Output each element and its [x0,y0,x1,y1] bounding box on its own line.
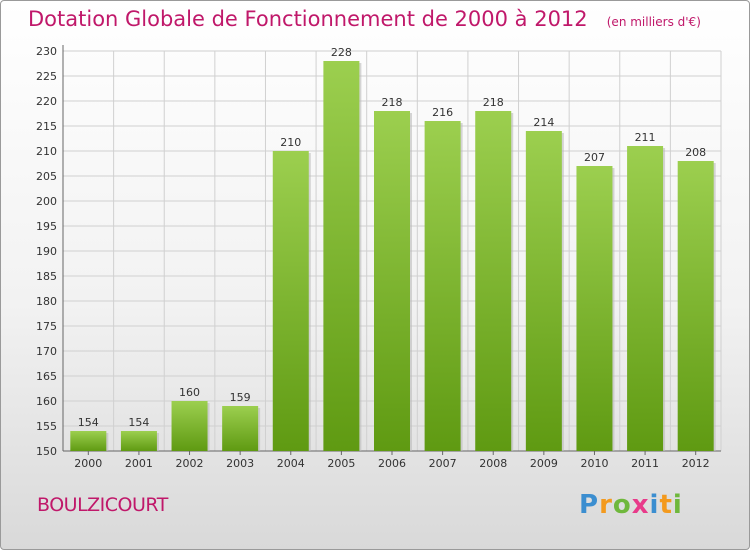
value-label: 216 [432,106,453,119]
value-label: 160 [179,386,200,399]
bar-2010 [576,166,613,451]
x-tick-label: 2004 [277,457,305,470]
value-label: 159 [230,391,251,404]
x-tick-label: 2008 [479,457,507,470]
bar-2011 [627,146,664,451]
x-tick-label: 2012 [682,457,710,470]
chart-subtitle: (en milliers d'€) [606,15,701,29]
y-tick-label: 160 [36,395,57,408]
x-tick-label: 2000 [74,457,102,470]
value-label: 228 [331,46,352,59]
x-tick-label: 2009 [530,457,558,470]
y-tick-label: 155 [36,420,57,433]
bar-2003 [222,406,259,451]
y-tick-label: 230 [36,45,57,58]
value-label: 154 [128,416,149,429]
y-tick-label: 190 [36,245,57,258]
value-label: 218 [382,96,403,109]
value-label: 214 [533,116,554,129]
x-tick-label: 2002 [176,457,204,470]
y-tick-label: 195 [36,220,57,233]
bar-2008 [475,111,512,451]
bar-2002 [171,401,208,451]
bar-2006 [374,111,410,451]
bar-2004 [272,151,309,451]
y-tick-label: 205 [36,170,57,183]
y-tick-label: 185 [36,270,57,283]
bar-2012 [677,161,714,451]
x-tick-label: 2007 [429,457,457,470]
y-tick-label: 210 [36,145,57,158]
x-tick-label: 2010 [580,457,608,470]
proxiti-logo[interactable]: Proxiti [579,490,683,520]
bar-2005 [323,61,360,451]
x-tick-label: 2003 [226,457,254,470]
y-tick-label: 200 [36,195,57,208]
value-label: 154 [78,416,99,429]
y-tick-label: 175 [36,320,57,333]
bar-2007 [424,121,461,451]
bar-2001 [120,431,157,451]
labels: 150 155 160 165 170 175 180 185 190 195 200 205 210 2… [36,45,710,470]
value-label: 218 [483,96,504,109]
y-tick-label: 165 [36,370,57,383]
y-tick-label: 220 [36,95,57,108]
y-tick-label: 215 [36,120,57,133]
x-tick-label: 2001 [125,457,153,470]
title-row: Dotation Globale de Fonctionnement de 20… [28,7,701,31]
value-label: 211 [635,131,656,144]
y-tick-label: 180 [36,295,57,308]
bar-2009 [525,131,562,451]
y-tick-label: 150 [36,445,57,458]
bar-2000 [70,431,107,451]
commune-name: BOULZICOURT [37,494,168,516]
x-tick-label: 2005 [327,457,355,470]
chart-title: Dotation Globale de Fonctionnement de 20… [28,7,588,31]
value-label: 208 [685,146,706,159]
value-label: 210 [280,136,301,149]
x-tick-label: 2006 [378,457,406,470]
value-label: 207 [584,151,605,164]
y-tick-label: 225 [36,70,57,83]
y-tick-label: 170 [36,345,57,358]
bars [70,61,716,451]
x-tick-label: 2011 [631,457,659,470]
